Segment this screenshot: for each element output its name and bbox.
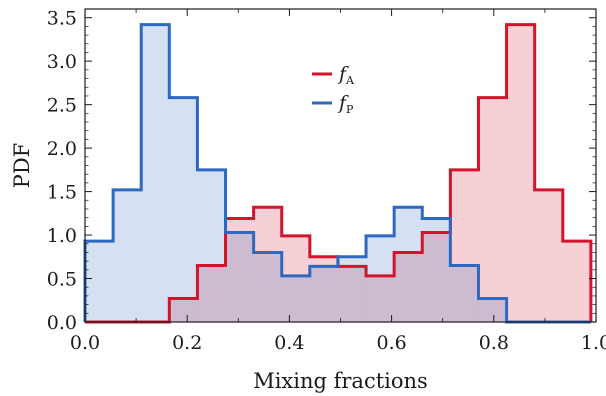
bar-fp (113, 189, 142, 322)
step-line-fa (85, 23, 593, 324)
legend: fA fP (312, 63, 355, 116)
bar-fp (281, 275, 310, 322)
bar-fp (422, 218, 451, 322)
y-tick-label: 3.5 (47, 8, 77, 30)
x-tick-label: 0.6 (376, 332, 406, 354)
bar-fa (366, 275, 395, 322)
x-tick-label: 0.8 (479, 332, 509, 354)
y-tick-label: 1.5 (47, 182, 77, 204)
bar-fp (253, 252, 282, 322)
bar-fp (197, 169, 226, 322)
bar-fa (169, 298, 198, 322)
tick-labels: 0.0 0.2 0.4 0.6 0.8 1.0 0.0 0.5 1.0 1.5 2.0 2.5 3.0 3… (47, 8, 606, 354)
bar-fa (506, 24, 535, 323)
bar-fa (197, 265, 226, 322)
bar-fa (422, 232, 451, 322)
step-line-fp (83, 23, 591, 324)
y-tick-label: 0.0 (47, 312, 77, 334)
legend-subscript: P (346, 103, 354, 116)
y-tick-label: 3.0 (47, 51, 77, 73)
bar-fp (225, 232, 254, 322)
bar-fa (225, 218, 254, 322)
bar-fp (309, 266, 338, 322)
bar-fa (534, 189, 563, 322)
x-tick-label: 1.0 (581, 332, 606, 354)
bar-fa (562, 241, 591, 322)
x-tick-label: 0.0 (70, 332, 100, 354)
y-tick-label: 1.0 (47, 225, 77, 247)
bar-fa (450, 169, 479, 322)
y-tick-label: 2.0 (47, 138, 77, 160)
legend-label-fp: fP (337, 92, 354, 116)
legend-label-fa: fA (337, 63, 355, 87)
bar-fa (394, 252, 423, 322)
series-fills (85, 24, 591, 323)
bar-fp (169, 97, 198, 322)
bar-fp (366, 235, 395, 322)
bar-fa (281, 235, 310, 322)
x-tick-label: 0.2 (172, 332, 202, 354)
bar-fa (337, 266, 367, 322)
x-axis-label: Mixing fractions (253, 369, 428, 393)
x-tick-label: 0.4 (274, 332, 304, 354)
axis-ticks (84, 9, 597, 323)
bar-fp (85, 241, 114, 322)
bar-fp (450, 265, 479, 322)
bar-fa (253, 207, 282, 322)
bar-fp (141, 24, 170, 323)
y-axis-label: PDF (10, 143, 34, 189)
bar-fp (394, 207, 423, 322)
bar-fp (478, 298, 507, 322)
bar-fa (478, 97, 507, 322)
y-tick-label: 0.5 (47, 269, 77, 291)
y-tick-label: 2.5 (47, 95, 77, 117)
legend-subscript: A (345, 74, 355, 87)
series-lines (83, 23, 593, 324)
